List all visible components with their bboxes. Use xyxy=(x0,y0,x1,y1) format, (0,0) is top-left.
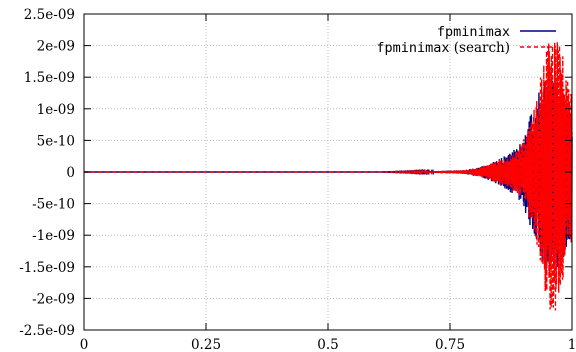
y-tick-label: 5e-10 xyxy=(37,133,75,149)
series-fpminimax-search-line xyxy=(84,42,573,311)
y-tick-label: -2.5e-09 xyxy=(19,323,75,339)
x-tick-label: 0 xyxy=(80,337,89,352)
x-tick-label: 1 xyxy=(568,337,576,352)
y-tick-label: 2.5e-09 xyxy=(24,7,75,23)
x-tick-label: 0.5 xyxy=(317,337,338,352)
y-tick-label: -1e-09 xyxy=(32,228,75,244)
y-tick-label: 1.5e-09 xyxy=(24,70,75,86)
y-tick-label: -1.5e-09 xyxy=(19,260,75,276)
y-tick-label: -2e-09 xyxy=(32,291,75,307)
x-tick-label: 0.25 xyxy=(191,337,221,352)
y-tick-label: 1e-09 xyxy=(37,102,75,118)
series-layer xyxy=(84,42,573,311)
y-tick-label: 0 xyxy=(66,165,75,181)
y-tick-label: 2e-09 xyxy=(37,39,75,55)
y-tick-label: -5e-10 xyxy=(32,197,75,213)
legend-label: fpminimax (search) xyxy=(376,40,510,56)
x-tick-label: 0.75 xyxy=(435,337,465,352)
legend-label: fpminimax xyxy=(437,24,510,40)
axis-ticks: -2.5e-09 -2e-09 -1.5e-09 -1e-09 -5e-10 0 5e-10… xyxy=(19,7,576,352)
